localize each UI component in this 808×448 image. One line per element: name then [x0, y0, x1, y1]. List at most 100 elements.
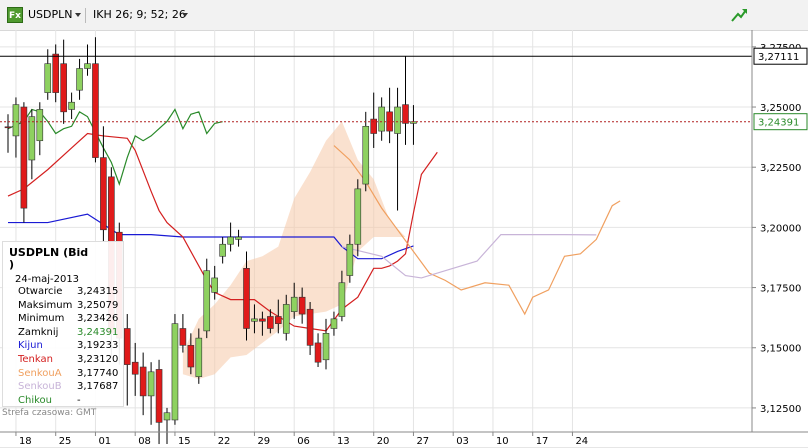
candle-bear — [179, 328, 187, 346]
x-tick-label: 22 — [218, 436, 231, 447]
candle-bull — [282, 304, 290, 334]
candle-bull — [147, 371, 155, 397]
trend-up-icon[interactable] — [730, 7, 748, 23]
candle-bear — [187, 345, 195, 368]
data-window: USDPLN (Bid ) 24-maj-2013 Otwarcie 3,2431… — [2, 241, 124, 407]
candle-bull — [171, 323, 179, 421]
candle-bear — [4, 126, 12, 129]
x-tick-label: 20 — [377, 436, 390, 447]
candle-bear — [306, 308, 314, 346]
candle-bear — [267, 316, 274, 329]
candle-bear — [52, 53, 60, 93]
symbol-selector[interactable]: USDPLN — [28, 8, 73, 21]
y-tick-label: 3,22500 — [760, 163, 801, 174]
info-row: Maksimum 3,25079 — [18, 300, 120, 313]
info-date: 24-maj-2013 — [15, 274, 80, 285]
info-row-label: Otwarcie — [18, 286, 63, 297]
info-row-label: SenkouB — [18, 381, 62, 393]
candle-bear — [123, 328, 131, 365]
candle-bear — [131, 361, 139, 375]
candles — [4, 37, 417, 445]
candle-bull — [36, 109, 44, 142]
candle-bull — [322, 333, 330, 361]
x-tick-label: 25 — [59, 436, 72, 447]
info-row: Chikou - — [18, 395, 120, 408]
candle-bull — [251, 318, 258, 322]
x-tick-label: 24 — [575, 436, 588, 447]
candle-bear — [139, 366, 147, 397]
axes: 3,275003,250003,225003,200003,175003,150… — [0, 30, 808, 448]
candle-bull — [163, 412, 171, 421]
info-row: Otwarcie 3,24315 — [18, 286, 120, 299]
candle-bear — [259, 318, 266, 322]
kumo-cloud — [182, 121, 406, 380]
candle-bull — [195, 337, 203, 377]
info-row: Minimum 3,23426 — [18, 313, 120, 326]
info-row: SenkouB 3,17687 — [18, 381, 120, 394]
timezone-label: Strefa czasowa: GMT — [2, 408, 97, 418]
candle-bull — [290, 296, 298, 312]
candle-bull — [68, 101, 75, 110]
info-row-label: Minimum — [18, 313, 65, 325]
info-row: Tenkan 3,23120 — [18, 354, 120, 367]
y-tick-label: 3,25000 — [760, 103, 801, 114]
info-row-label: Tenkan — [18, 354, 53, 365]
y-tick-label: 3,20000 — [760, 223, 801, 234]
symbol-dropdown-icon[interactable] — [75, 13, 81, 17]
candle-bull — [44, 63, 52, 93]
info-row-value: 3,19233 — [77, 340, 119, 352]
x-tick-label: 03 — [456, 436, 469, 447]
candle-bear — [92, 63, 99, 158]
candle-bear — [314, 342, 322, 363]
candle-bull — [203, 270, 211, 332]
candle-bull — [378, 106, 385, 132]
price-lines — [0, 55, 752, 123]
candle-bear — [100, 157, 107, 231]
y-tick-label: 3,12500 — [760, 404, 801, 415]
info-row: Zamknij 3,24391 — [18, 327, 120, 340]
series-line-senkoub — [341, 234, 597, 279]
x-tick-label: 01 — [98, 436, 111, 447]
x-tick-label: 10 — [496, 436, 509, 447]
candle-bull — [235, 236, 242, 240]
info-row-value: 3,24391 — [77, 326, 119, 338]
candle-bull — [84, 63, 91, 69]
x-tick-label: 15 — [178, 436, 191, 447]
candle-bull — [76, 68, 83, 91]
y-tick-label: 3,15000 — [760, 344, 801, 355]
x-tick-label: 06 — [297, 436, 310, 447]
info-title: USDPLN (Bid ) — [9, 246, 89, 271]
indicator-dropdown-icon[interactable] — [182, 13, 188, 17]
candle-bear — [155, 369, 163, 423]
candle-bear — [402, 104, 409, 124]
indicator-selector[interactable]: IKH 26; 9; 52; 26 — [93, 8, 186, 21]
info-row-label: Zamknij — [18, 326, 59, 338]
x-tick-label: 29 — [257, 436, 270, 447]
info-row-value: 3,23120 — [77, 354, 119, 365]
info-row-label: SenkouA — [18, 367, 62, 379]
info-row: SenkouA 3,17740 — [18, 368, 120, 381]
candle-bull — [219, 243, 226, 257]
series-line-kijun — [8, 213, 414, 260]
high-price-tag — [753, 47, 808, 65]
info-row-value: 3,25079 — [77, 299, 119, 311]
info-row-label: Chikou — [18, 394, 52, 406]
info-row-label: Maksimum — [18, 299, 73, 311]
candle-bull — [346, 243, 354, 276]
candle-bull — [211, 277, 218, 293]
forex-icon[interactable]: Fx — [7, 7, 23, 23]
candle-bear — [20, 106, 28, 209]
x-tick-label: 27 — [416, 436, 429, 447]
candle-bear — [274, 316, 282, 324]
candle-bull — [227, 236, 234, 245]
info-row-value: 3,17740 — [77, 367, 119, 379]
info-row-label: Kijun — [18, 340, 43, 352]
candle-bear — [60, 63, 67, 113]
series-line-senkoua — [333, 145, 621, 316]
high-price-tag-label: 3,27111 — [758, 52, 799, 63]
toolbar-divider — [85, 8, 86, 23]
candle-bull — [362, 125, 370, 185]
candle-bear — [370, 118, 378, 134]
info-row: Kijun 3,19233 — [18, 340, 120, 353]
info-row-value: 3,23426 — [77, 313, 119, 325]
